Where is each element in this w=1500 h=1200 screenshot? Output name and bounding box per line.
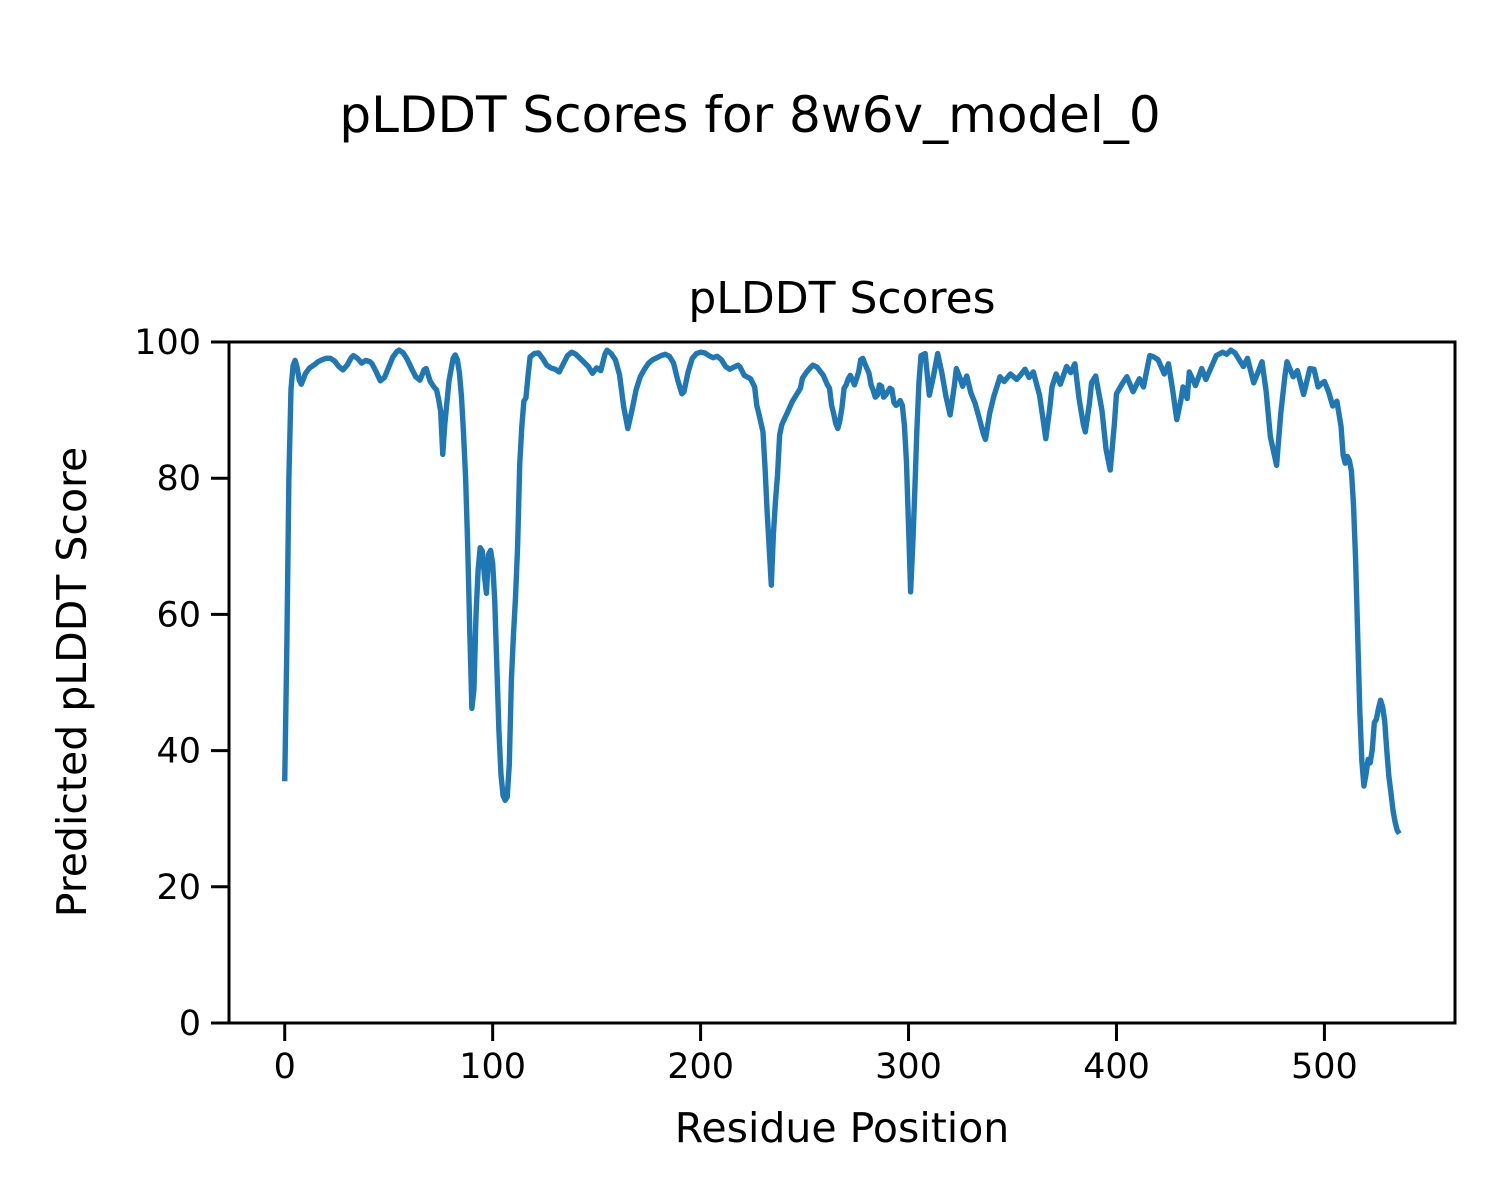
figure-title: pLDDT Scores for 8w6v_model_0 <box>339 86 1161 144</box>
chart-title: pLDDT Scores <box>688 273 996 324</box>
y-tick-label: 100 <box>134 323 201 363</box>
plot-line <box>282 347 1402 836</box>
y-tick-label: 80 <box>156 459 201 499</box>
x-tick-label: 400 <box>1083 1047 1150 1087</box>
y-axis-label: Predicted pLDDT Score <box>48 446 96 918</box>
x-tick-label: 0 <box>274 1047 296 1087</box>
y-tick-label: 20 <box>156 868 201 908</box>
axes-spines <box>227 340 1457 1025</box>
y-tick-label: 0 <box>179 1004 201 1044</box>
x-tick-label: 300 <box>875 1047 942 1087</box>
y-tick-label: 40 <box>156 732 201 772</box>
x-tick-label: 200 <box>667 1047 734 1087</box>
x-tick-label: 100 <box>459 1047 526 1087</box>
x-axis-label: Residue Position <box>674 1104 1010 1152</box>
y-tick-label: 60 <box>156 595 201 635</box>
x-tick-label: 500 <box>1291 1047 1358 1087</box>
